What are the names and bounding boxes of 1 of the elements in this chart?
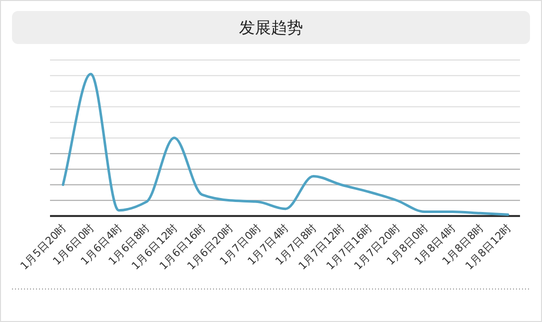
chart-title: 发展趋势: [239, 18, 303, 37]
